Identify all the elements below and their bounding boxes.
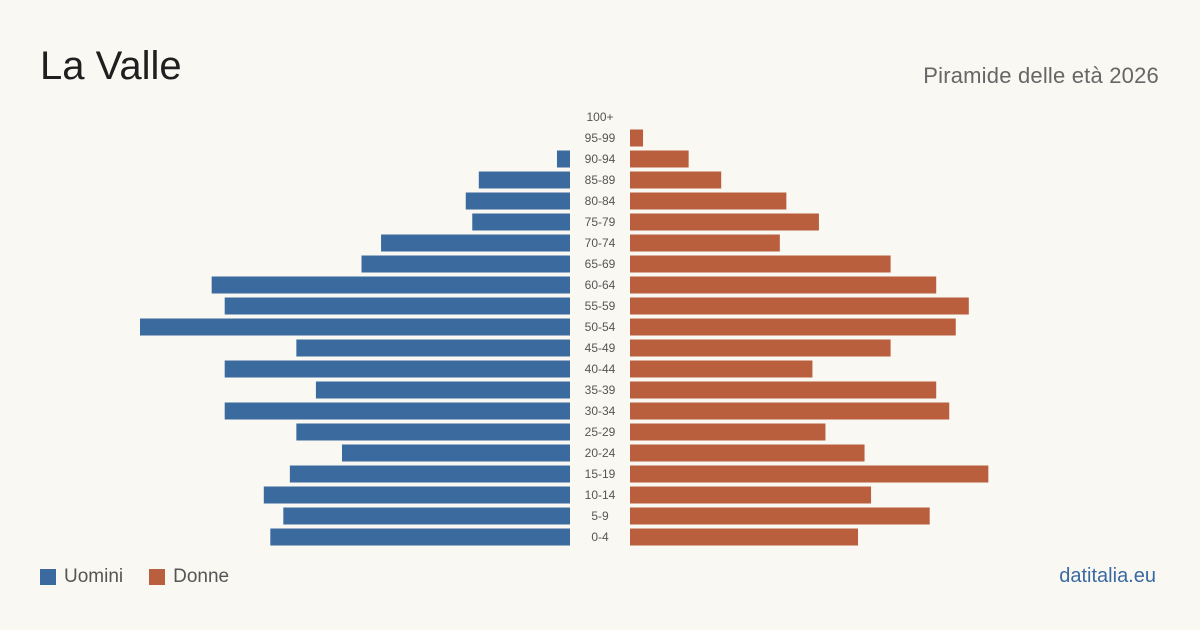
age-label-5-9: 5-9 [591,509,609,523]
legend-swatch-donne [149,569,166,585]
age-label-35-39: 35-39 [585,383,616,397]
bar-uomini-40-44 [224,360,571,378]
bar-uomini-50-54 [140,318,570,336]
bar-donne-5-9 [630,507,930,525]
bar-uomini-65-69 [361,255,570,273]
bar-uomini-75-79 [472,213,570,231]
legend-label-donne: Donne [173,566,230,587]
bar-donne-20-24 [630,444,865,462]
bar-uomini-25-29 [296,423,570,441]
bar-donne-90-94 [630,150,689,168]
bar-uomini-35-39 [315,381,570,399]
bar-uomini-55-59 [224,297,571,315]
age-label-0-4: 0-4 [591,530,609,544]
age-label-75-79: 75-79 [585,215,616,229]
bar-donne-45-49 [630,339,891,357]
bar-uomini-5-9 [283,507,570,525]
legend-item-uomini: Uomini [40,566,123,588]
bar-uomini-90-94 [556,150,570,168]
bar-donne-0-4 [630,528,859,546]
age-label-60-64: 60-64 [585,278,616,292]
age-label-30-34: 30-34 [585,404,616,418]
legend-label-uomini: Uomini [64,566,124,587]
age-label-55-59: 55-59 [585,299,616,313]
bar-donne-30-34 [630,402,950,420]
age-label-100plus: 100+ [586,110,613,124]
bar-donne-55-59 [630,297,969,315]
age-label-85-89: 85-89 [585,173,616,187]
age-label-45-49: 45-49 [585,341,616,355]
legend: Uomini Donne [40,566,255,588]
bar-donne-85-89 [630,171,722,189]
age-label-10-14: 10-14 [585,488,616,502]
age-label-80-84: 80-84 [585,194,616,208]
age-label-95-99: 95-99 [585,131,616,145]
bar-donne-40-44 [630,360,813,378]
bar-uomini-20-24 [341,444,570,462]
age-label-90-94: 90-94 [585,152,616,166]
bar-uomini-70-74 [381,234,570,252]
bar-donne-35-39 [630,381,937,399]
age-label-40-44: 40-44 [585,362,616,376]
bar-uomini-60-64 [211,276,570,294]
bar-uomini-80-84 [465,192,570,210]
bar-donne-15-19 [630,465,989,483]
chart-title: La Valle [40,44,182,88]
bar-uomini-15-19 [289,465,570,483]
bar-uomini-85-89 [478,171,570,189]
legend-swatch-uomini [40,569,56,585]
bar-donne-80-84 [630,192,787,210]
source-link[interactable]: datitalia.eu [1059,565,1156,587]
age-label-20-24: 20-24 [585,446,616,460]
bar-donne-95-99 [630,129,644,147]
bar-uomini-0-4 [270,528,570,546]
legend-item-donne: Donne [149,566,229,588]
bar-uomini-45-49 [296,339,570,357]
age-label-50-54: 50-54 [585,320,616,334]
bar-uomini-30-34 [224,402,571,420]
bar-uomini-10-14 [263,486,570,504]
bar-donne-50-54 [630,318,956,336]
bar-donne-75-79 [630,213,819,231]
bar-donne-25-29 [630,423,826,441]
chart-subtitle: Piramide delle età 2026 [923,63,1159,88]
age-label-65-69: 65-69 [585,257,616,271]
bar-donne-70-74 [630,234,780,252]
bar-donne-60-64 [630,276,937,294]
age-label-15-19: 15-19 [585,467,616,481]
age-label-70-74: 70-74 [585,236,616,250]
bar-donne-10-14 [630,486,872,504]
bar-donne-65-69 [630,255,891,273]
age-label-25-29: 25-29 [585,425,616,439]
